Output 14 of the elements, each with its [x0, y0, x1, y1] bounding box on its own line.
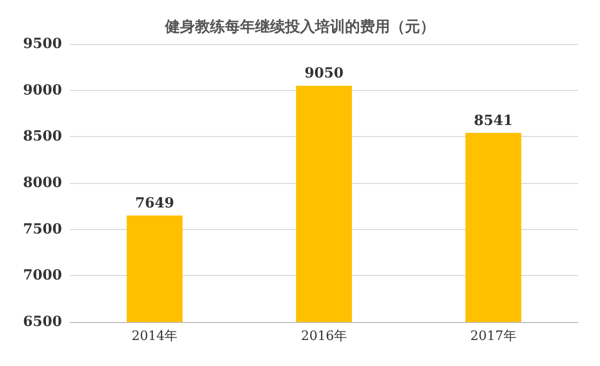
- y-tick-label: 8500: [23, 128, 62, 145]
- y-tick-label: 7000: [23, 268, 62, 284]
- chart-title: 健身教练每年继续投入培训的费用（元）: [164, 18, 435, 36]
- y-tick-label: 6500: [23, 314, 62, 330]
- data-label: 9050: [304, 66, 344, 82]
- x-tick-label: 2016年: [300, 329, 348, 344]
- x-tick-label: 2014年: [132, 329, 178, 344]
- x-tick-label: 2017年: [470, 329, 516, 344]
- data-label: 8541: [474, 112, 513, 129]
- y-tick-label: 8000: [23, 175, 62, 191]
- y-tick-label: 9000: [23, 82, 62, 98]
- y-tick-label: 7500: [23, 221, 62, 238]
- y-tick-label: 9500: [23, 36, 62, 52]
- data-label: 7649: [135, 196, 174, 212]
